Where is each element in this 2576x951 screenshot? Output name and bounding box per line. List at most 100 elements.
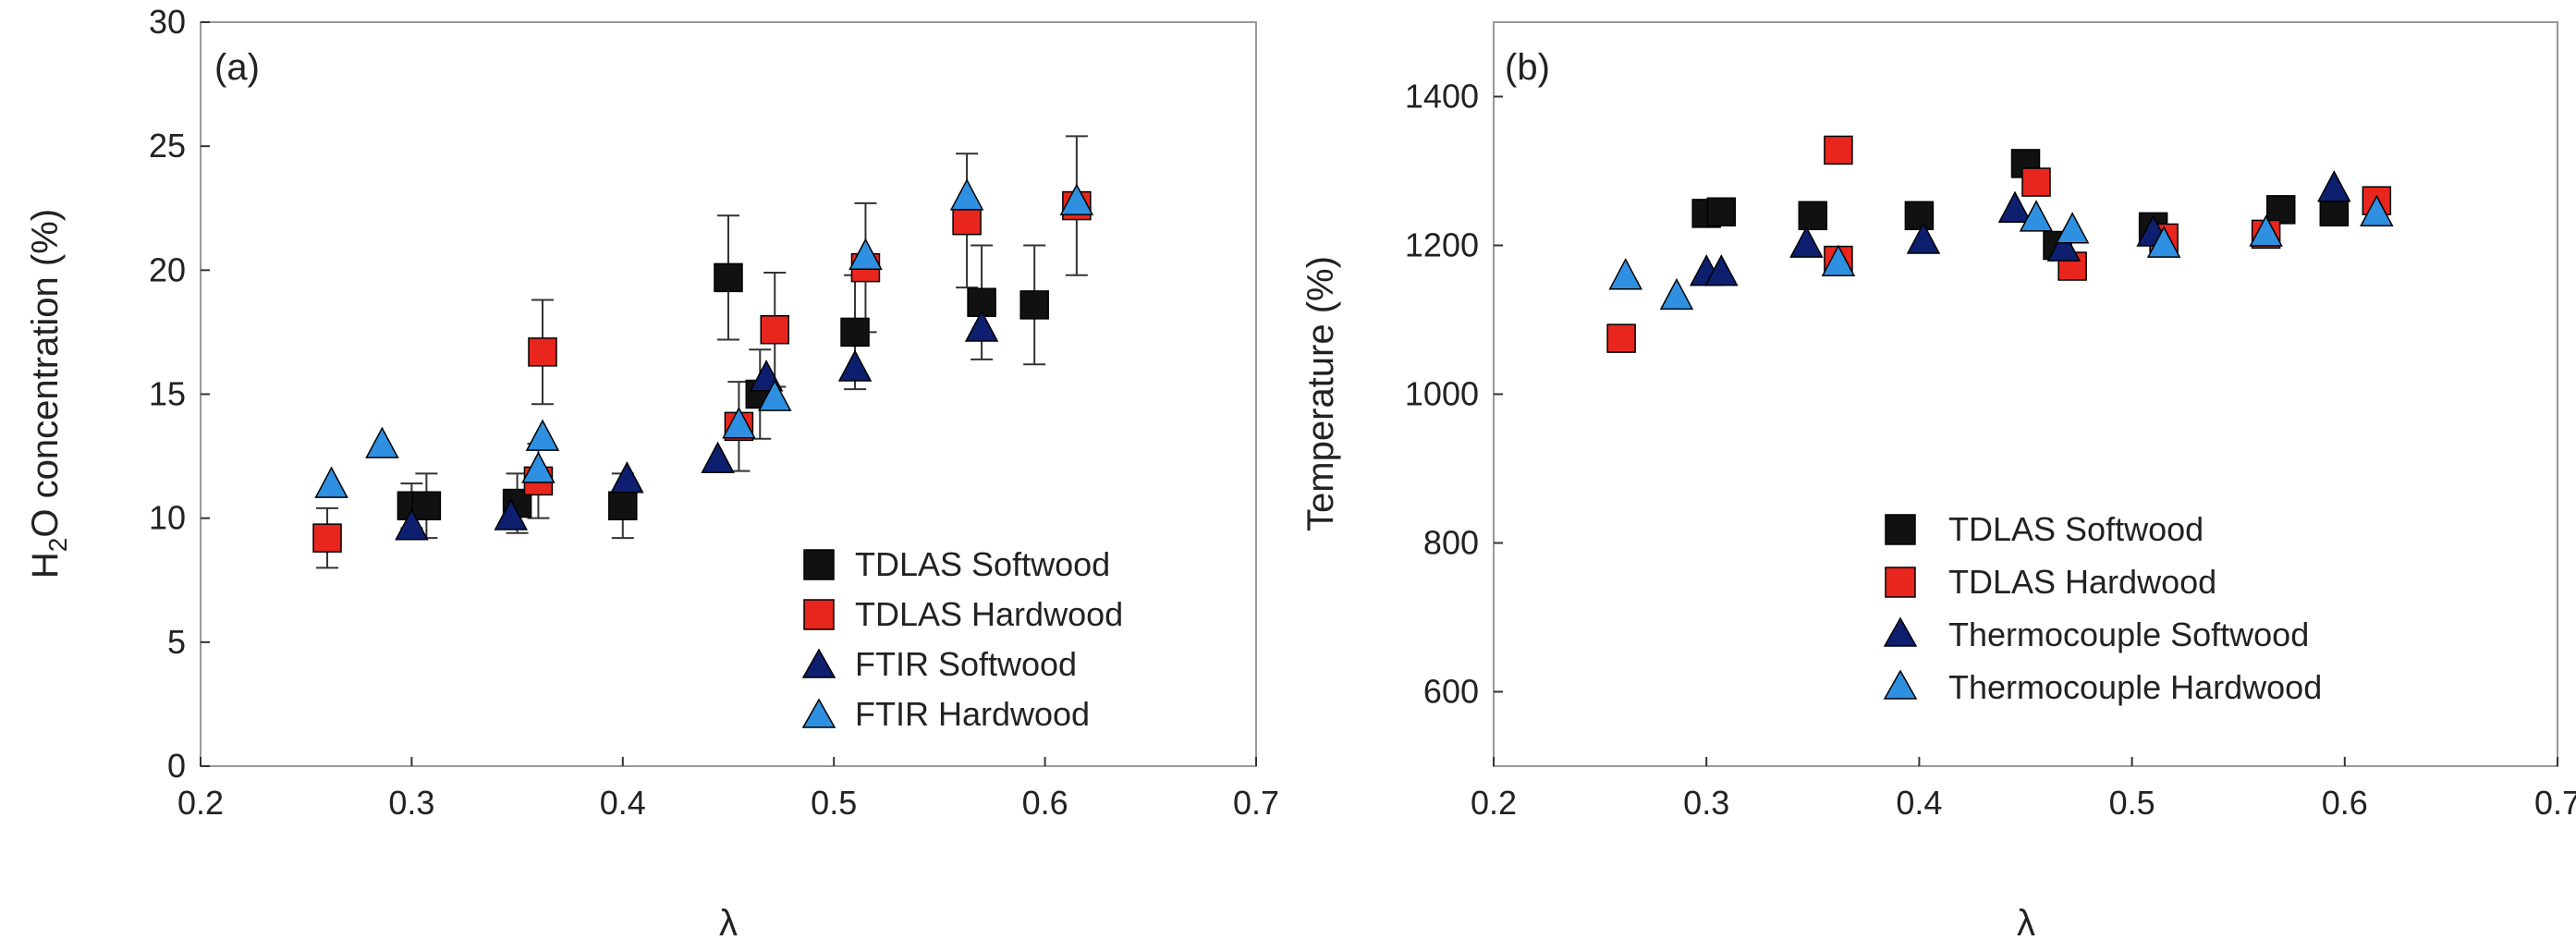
tdlas-hardwood-point: [528, 337, 557, 367]
legend-b-label-1: TDLAS Hardwood: [1948, 563, 2216, 601]
legend-a-marker-3: [801, 698, 836, 728]
ftir-softwood-point: [837, 349, 873, 382]
tdlas-softwood-point: [1019, 290, 1049, 320]
thermocouple-hardwood-point: [2249, 214, 2283, 247]
x-ticks-a: 0.2 0.3 0.4 0.5 0.6 0.7: [177, 757, 1279, 822]
y-axis-title-a-rest: O concentration (%): [25, 209, 66, 538]
x-tick-label: 0.2: [177, 784, 224, 822]
thermocouple-hardwood-point: [1608, 258, 1642, 290]
legend-b-marker-2: [1883, 616, 1918, 647]
data-b: [1606, 135, 2394, 353]
ftir-hardwood-point: [1059, 183, 1094, 215]
ftir-hardwood-point: [525, 419, 560, 451]
panel-label-b: (b): [1505, 47, 1550, 88]
ftir-hardwood-point: [949, 178, 984, 211]
data-a: [312, 135, 1094, 569]
y-axis-title-a-h: H: [25, 552, 66, 579]
ftir-hardwood-point: [758, 379, 792, 411]
y-axis-title-a-sub: 2: [43, 538, 72, 553]
y-tick-label: 30: [149, 3, 186, 41]
tdlas-softwood-point: [714, 262, 743, 293]
tdlas-softwood-point: [2319, 197, 2350, 227]
tdlas-softwood-point: [1798, 201, 1828, 231]
legend-a-marker-0: [803, 549, 835, 580]
panel-label-a: (a): [214, 47, 260, 88]
ftir-hardwood-point: [365, 426, 399, 458]
y-tick-label: 10: [149, 499, 186, 537]
tdlas-softwood-point: [608, 491, 638, 520]
tdlas-softwood-point: [2265, 195, 2296, 225]
y-tick-label: 20: [149, 250, 186, 288]
tdlas-hardwood-point: [952, 205, 982, 236]
x-tick-label: 0.2: [1471, 784, 1517, 822]
tdlas-hardwood-point: [1824, 135, 1853, 165]
thermocouple-softwood-point: [1997, 190, 2033, 223]
y-tick-label: 1200: [1405, 226, 1479, 264]
x-tick-label: 0.5: [811, 784, 857, 822]
plot-frame-a: [200, 21, 1257, 767]
y-ticks-b: 600 800 1000 1200 1400: [1405, 78, 1503, 711]
x-tick-label: 0.7: [1233, 784, 1279, 822]
x-tick-label: 0.7: [2534, 784, 2576, 822]
legend-b-label-2: Thermocouple Softwood: [1948, 616, 2309, 653]
legend-a-marker-2: [801, 648, 836, 678]
ftir-hardwood-point: [314, 466, 348, 498]
tdlas-hardwood-point: [760, 314, 789, 345]
plot-frame-b: [1493, 21, 2558, 767]
legend-b-marker-3: [1883, 669, 1918, 700]
x-tick-label: 0.6: [2322, 784, 2368, 822]
thermocouple-hardwood-point: [2360, 194, 2394, 227]
panel-b: 600 800 1000 1200 1400 0.2 0.3 0.4 0.5 0.6 0.7 (b…: [1300, 21, 2576, 944]
x-tick-label: 0.3: [1683, 784, 1729, 822]
y-tick-label: 5: [167, 623, 186, 661]
ftir-softwood-point: [494, 498, 528, 530]
legend-b-marker-1: [1885, 567, 1916, 598]
y-axis-title-b: Temperature (%): [1300, 256, 1341, 531]
tdlas-hardwood-point: [2021, 167, 2051, 197]
x-tick-label: 0.4: [600, 784, 646, 822]
y-tick-label: 0: [167, 747, 186, 785]
y-tick-label: 800: [1423, 524, 1479, 562]
ftir-softwood-point: [964, 310, 999, 342]
legend-a-marker-1: [803, 599, 835, 630]
ftir-hardwood-point: [848, 238, 883, 270]
y-tick-label: 15: [149, 375, 186, 413]
ftir-softwood-point: [610, 461, 644, 494]
ftir-hardwood-point: [722, 407, 756, 439]
ftir-hardwood-point: [521, 451, 555, 483]
legend-b-label-3: Thermocouple Hardwood: [1948, 668, 2322, 706]
y-tick-label: 1400: [1405, 78, 1479, 116]
ftir-softwood-point: [395, 508, 429, 541]
x-tick-label: 0.4: [1896, 784, 1942, 822]
x-axis-title-b: λ: [2017, 903, 2035, 944]
legend-b: TDLAS Softwood TDLAS Hardwood Thermocoup…: [1883, 510, 2322, 706]
x-tick-label: 0.5: [2109, 784, 2155, 822]
thermocouple-hardwood-point: [2055, 212, 2090, 244]
thermocouple-softwood-point: [1789, 226, 1824, 258]
legend-a-label-2: FTIR Softwood: [855, 645, 1077, 683]
tdlas-hardwood-point: [312, 523, 342, 553]
y-ticks-a: 0 5 10 15 20 25 30: [149, 3, 210, 785]
x-tick-label: 0.3: [388, 784, 434, 822]
tdlas-softwood-point: [1904, 201, 1935, 231]
legend-a-label-1: TDLAS Hardwood: [855, 595, 1123, 633]
y-tick-label: 1000: [1405, 375, 1479, 413]
tdlas-softwood-point: [1706, 197, 1737, 227]
thermocouple-hardwood-point: [1659, 277, 1694, 311]
thermocouple-hardwood-point: [1821, 244, 1856, 276]
legend-a-label-3: FTIR Hardwood: [855, 695, 1090, 733]
y-tick-label: 600: [1423, 673, 1479, 711]
x-tick-label: 0.6: [1022, 784, 1068, 822]
x-ticks-b: 0.2 0.3 0.4 0.5 0.6 0.7: [1471, 757, 2576, 822]
legend-a-label-0: TDLAS Softwood: [855, 545, 1110, 583]
x-axis-title-a: λ: [719, 903, 738, 944]
legend-b-label-0: TDLAS Softwood: [1948, 510, 2204, 548]
legend-a: TDLAS Softwood TDLAS Hardwood FTIR Softw…: [801, 545, 1123, 733]
thermocouple-softwood-point: [2317, 170, 2351, 202]
thermocouple-softwood-point: [1906, 222, 1941, 254]
ftir-softwood-point: [701, 441, 735, 474]
thermocouple-softwood-point: [2046, 229, 2082, 262]
y-axis-title-a: H2O concentration (%): [25, 209, 72, 579]
panel-a: 0 5 10 15 20 25 30 0.2 0.3 0.4 0.5 0.6 0.7 (a) λ H2…: [25, 3, 1279, 944]
